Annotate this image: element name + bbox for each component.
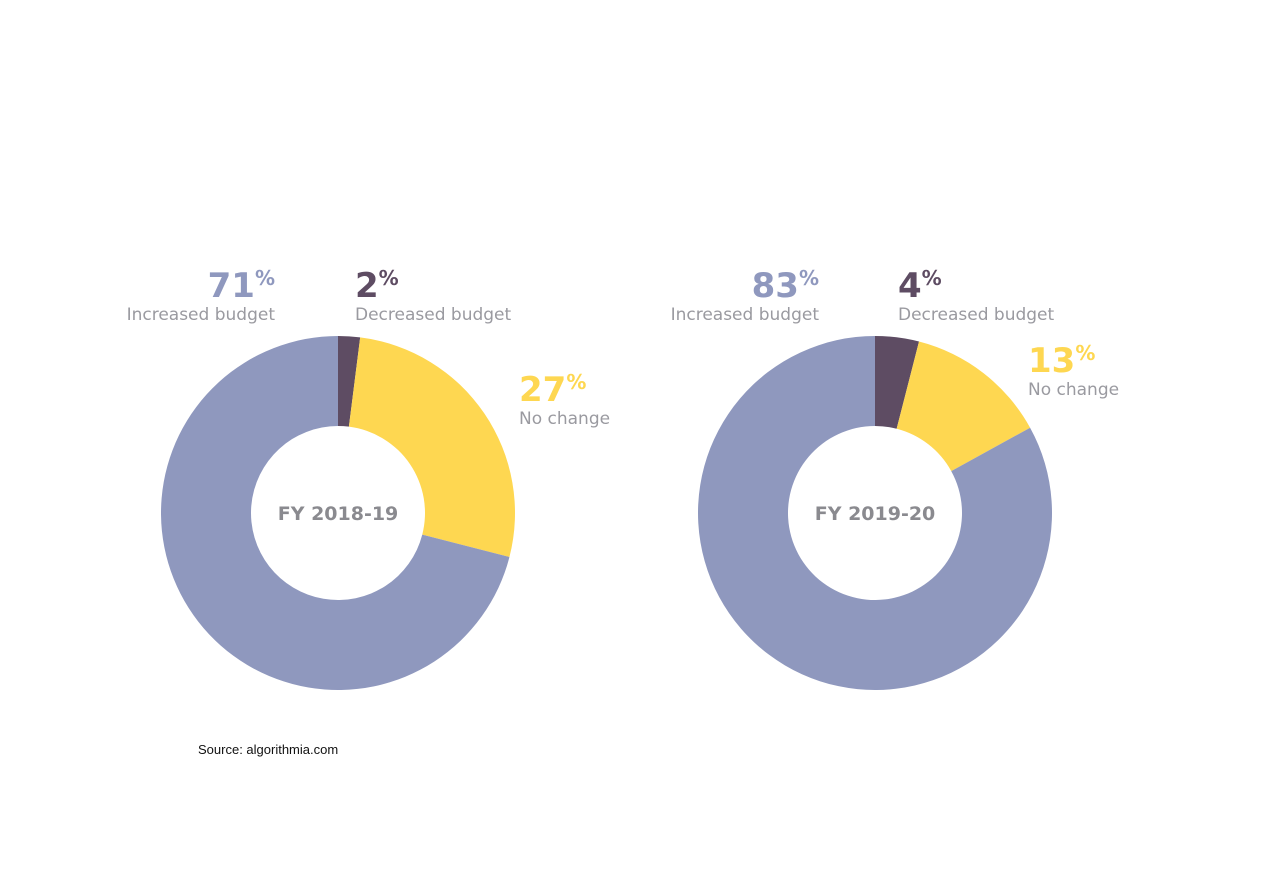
center-label: FY 2018-19 [278,503,399,525]
donut-chart-2: 4%Decreased budget 13%No change 83%Increas… [671,266,1119,690]
category-label-no-change: No change [519,409,610,429]
value-label-decreased-budget: 4% [898,266,942,306]
value-label-no-change: 27% [519,370,586,410]
slice-decreased-budget [338,336,361,427]
value-label-no-change: 13% [1028,341,1095,381]
center-label: FY 2019-20 [815,503,936,525]
category-label-increased-budget: Increased budget [127,305,276,325]
category-label-increased-budget: Increased budget [671,305,820,325]
slice-decreased-budget [875,336,920,429]
slice-increased-budget [698,336,1052,690]
value-label-increased-budget: 83% [752,266,819,306]
category-label-decreased-budget: Decreased budget [355,305,512,325]
category-label-decreased-budget: Decreased budget [898,305,1055,325]
slice-increased-budget [161,336,510,690]
value-label-increased-budget: 71% [208,266,275,306]
slice-no-change [896,341,1031,472]
value-label-decreased-budget: 2% [355,266,399,306]
category-label-no-change: No change [1028,380,1119,400]
donut-chart-1: 2%Decreased budget 27%No change 71%Increas… [127,266,610,690]
source-note: Source: algorithmia.com [198,742,339,757]
slice-no-change [348,337,515,558]
